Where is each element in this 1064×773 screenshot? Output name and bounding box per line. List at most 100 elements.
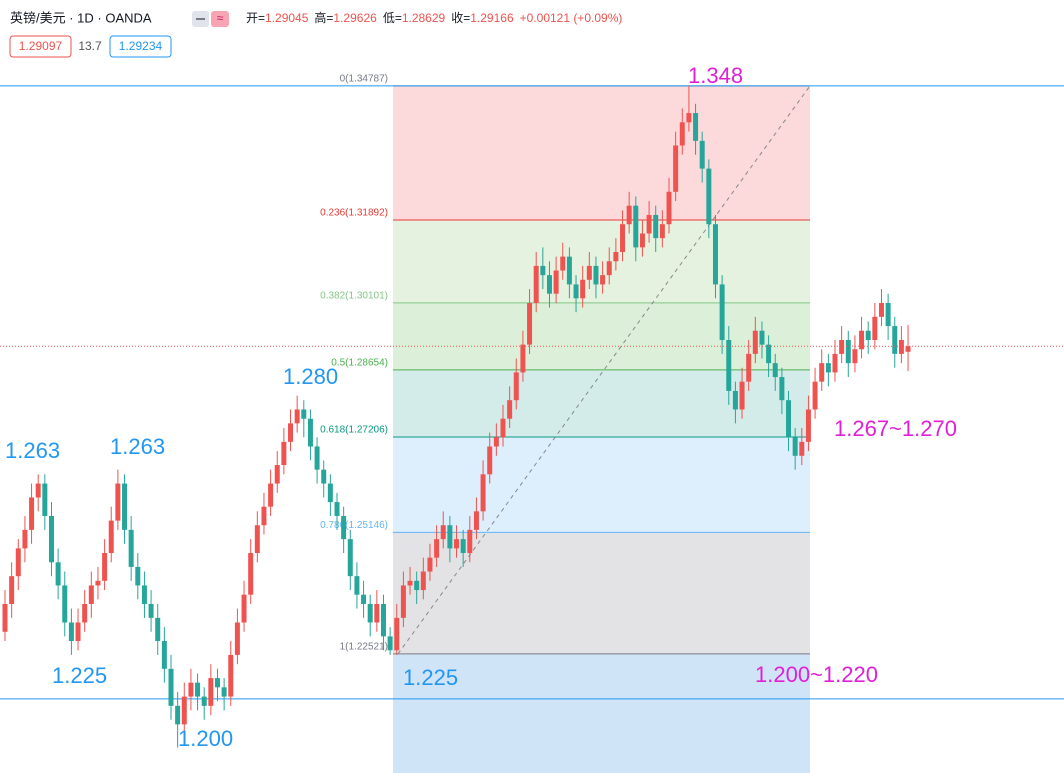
ohlc-label: 低=	[383, 11, 402, 25]
fib-trend-line	[397, 85, 811, 655]
candle-body	[646, 214, 652, 234]
price-annotation: 1.225	[52, 663, 107, 688]
candle-body	[241, 594, 247, 623]
price-annotation: 1.263	[5, 438, 60, 463]
fib-label: 0.786(1.25146)	[320, 520, 388, 531]
candle-body	[885, 302, 891, 327]
ohlc-value: 1.28629	[402, 11, 446, 25]
candle-body	[361, 594, 367, 604]
candle-body	[168, 668, 174, 706]
candle-body	[759, 330, 765, 345]
candle-body	[653, 214, 659, 239]
candle-body	[367, 603, 373, 623]
candle-body	[520, 344, 526, 373]
candle-body	[394, 617, 400, 651]
candle-body	[334, 502, 340, 516]
candle-body	[301, 409, 307, 419]
candle-body	[805, 409, 811, 442]
candle-body	[268, 483, 274, 507]
candle-body	[294, 409, 300, 424]
candle-body	[620, 224, 626, 252]
fib-zone	[393, 219, 810, 303]
candle-body	[440, 525, 446, 540]
fib-label: 0(1.34787)	[340, 74, 388, 85]
price-annotation: 1.267~1.270	[834, 416, 957, 441]
candle-body	[513, 372, 519, 401]
candle-body	[639, 233, 645, 248]
candle-body	[55, 562, 61, 586]
candle-body	[102, 553, 108, 581]
candle-body	[288, 423, 294, 442]
candle-body	[48, 515, 54, 563]
candle-body	[892, 326, 898, 354]
price-annotation: 1.348	[688, 63, 743, 88]
candle-body	[82, 603, 88, 623]
candle-body	[666, 191, 672, 225]
candle-body	[68, 622, 74, 642]
candle-body	[633, 205, 639, 248]
candle-body	[221, 687, 227, 697]
ask-box[interactable]	[109, 35, 172, 58]
candle-body	[460, 539, 466, 554]
candle-body	[2, 603, 8, 632]
fib-label: 0.382(1.30101)	[320, 291, 388, 302]
fib-label: 0.5(1.28654)	[331, 358, 388, 369]
ohlc-value: 1.29166	[470, 11, 514, 25]
candle-body	[75, 622, 81, 642]
candle-body	[812, 381, 818, 410]
candle-body	[261, 506, 267, 526]
candle-body	[208, 678, 214, 706]
fib-zone	[393, 302, 810, 370]
header: 英镑/美元 · 1D · OANDA ≈ 1.29097 13.7 1.2923…	[9, 10, 623, 58]
candle-body	[341, 515, 347, 540]
candle-body	[122, 483, 128, 530]
price-annotation: 1.225	[403, 665, 458, 690]
bid-box[interactable]	[9, 35, 72, 58]
bid-price: 1.29097	[19, 39, 63, 53]
candle-body	[819, 363, 825, 382]
candle-body	[898, 339, 904, 354]
candle-body	[732, 390, 738, 410]
candle-body	[872, 316, 878, 340]
symbol-title: 英镑/美元 · 1D · OANDA	[10, 10, 152, 25]
fib-zone	[393, 653, 810, 773]
candle-body	[407, 580, 413, 586]
candle-body	[533, 265, 539, 303]
candle-body	[95, 580, 101, 586]
candle-body	[9, 576, 15, 604]
candle-body	[473, 511, 479, 530]
price-annotation: 1.263	[110, 434, 165, 459]
candle-body	[454, 539, 460, 549]
candle-body	[88, 585, 94, 604]
candle-body	[779, 377, 785, 401]
price-change: +0.00121 (+0.09%)	[520, 11, 623, 25]
candle-body	[487, 446, 493, 475]
candle-body	[62, 585, 68, 623]
candle-body	[254, 525, 260, 554]
candle-body	[546, 275, 552, 294]
candle-body	[148, 603, 154, 618]
candle-body	[865, 330, 871, 340]
candle-body	[878, 302, 884, 317]
candle-body	[553, 270, 559, 294]
candle-body	[155, 617, 161, 642]
candle-body	[195, 682, 201, 697]
candle-body	[214, 678, 220, 688]
fib-label: 0.618(1.27206)	[320, 425, 388, 436]
toggle-glyph: ≈	[217, 11, 224, 25]
candle-body	[706, 168, 712, 225]
ohlc-label: 高=	[314, 10, 333, 25]
candle-body	[307, 418, 313, 447]
candle-body	[839, 339, 845, 354]
candle-body	[22, 529, 28, 549]
fib-label: 0.236(1.31892)	[320, 208, 388, 219]
candle-body	[905, 346, 911, 352]
candle-body	[380, 603, 386, 637]
candle-body	[115, 483, 121, 521]
candle-body	[786, 400, 792, 438]
toggle-icon[interactable]	[211, 11, 229, 27]
candle-body	[527, 302, 533, 345]
candle-body	[108, 520, 114, 554]
candle-body	[606, 261, 612, 276]
candle-body	[314, 446, 320, 470]
